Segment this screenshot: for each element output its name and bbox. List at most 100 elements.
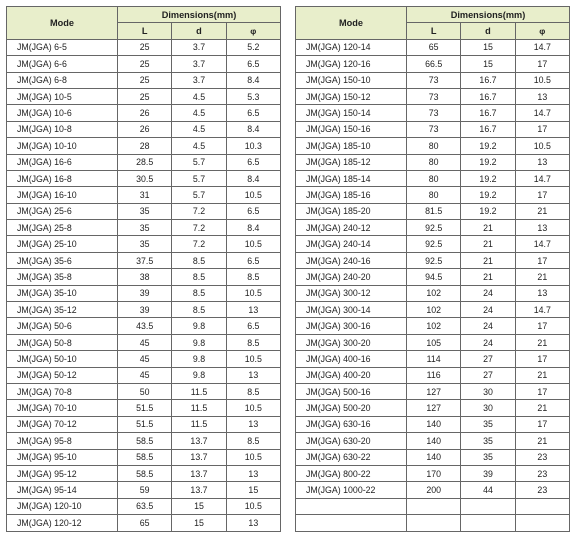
value-cell-d: 30 — [461, 383, 515, 399]
model-cell: JM(JGA) 800-22 — [296, 465, 407, 481]
value-cell-p: 17 — [515, 351, 569, 367]
value-cell-L: 102 — [407, 318, 461, 334]
tbody-right: JM(JGA) 120-14651514.7JM(JGA) 120-1666.5… — [296, 39, 570, 531]
value-cell-p: 6.5 — [226, 105, 280, 121]
value-cell-p: 8.4 — [226, 220, 280, 236]
value-cell-p: 21 — [515, 334, 569, 350]
value-cell-L: 105 — [407, 334, 461, 350]
header-d: d — [172, 23, 226, 39]
table-row: JM(JGA) 150-107316.710.5 — [296, 72, 570, 88]
table-row: JM(JGA) 16-10315.710.5 — [7, 187, 281, 203]
value-cell-L: 51.5 — [118, 400, 172, 416]
value-cell-L: 45 — [118, 334, 172, 350]
value-cell-p: 10.5 — [226, 498, 280, 514]
value-cell-L: 116 — [407, 367, 461, 383]
value-cell-L: 25 — [118, 39, 172, 55]
model-cell: JM(JGA) 240-20 — [296, 269, 407, 285]
value-cell-p: 14.7 — [515, 170, 569, 186]
value-cell-L: 140 — [407, 449, 461, 465]
value-cell-L: 35 — [118, 220, 172, 236]
value-cell-d: 4.5 — [172, 138, 226, 154]
value-cell-L: 39 — [118, 285, 172, 301]
model-cell: JM(JGA) 185-10 — [296, 138, 407, 154]
value-cell-d: 5.7 — [172, 170, 226, 186]
table-row: JM(JGA) 500-201273021 — [296, 400, 570, 416]
value-cell-L: 39 — [118, 302, 172, 318]
value-cell-L: 59 — [118, 482, 172, 498]
model-cell: JM(JGA) 6-8 — [7, 72, 118, 88]
value-cell-d: 11.5 — [172, 400, 226, 416]
value-cell-d: 3.7 — [172, 72, 226, 88]
table-row: JM(JGA) 70-85011.58.5 — [7, 383, 281, 399]
table-row: JM(JGA) 630-161403517 — [296, 416, 570, 432]
value-cell-L: 28.5 — [118, 154, 172, 170]
value-cell-L: 65 — [118, 515, 172, 531]
value-cell-d: 7.2 — [172, 236, 226, 252]
model-cell: JM(JGA) 50-8 — [7, 334, 118, 350]
model-cell: JM(JGA) 185-14 — [296, 170, 407, 186]
table-row: JM(JGA) 16-628.55.76.5 — [7, 154, 281, 170]
table-row: JM(JGA) 35-12398.513 — [7, 302, 281, 318]
table-row: JM(JGA) 185-168019.217 — [296, 187, 570, 203]
value-cell-d: 24 — [461, 318, 515, 334]
table-row: JM(JGA) 120-1063.51510.5 — [7, 498, 281, 514]
header-phi: φ — [226, 23, 280, 39]
table-row — [296, 498, 570, 514]
model-cell: JM(JGA) 70-10 — [7, 400, 118, 416]
table-row: JM(JGA) 185-108019.210.5 — [296, 138, 570, 154]
table-row: JM(JGA) 800-221703923 — [296, 465, 570, 481]
value-cell-p: 17 — [515, 383, 569, 399]
value-cell-p — [515, 515, 569, 531]
value-cell-p: 13 — [226, 416, 280, 432]
value-cell-L: 170 — [407, 465, 461, 481]
value-cell-d: 24 — [461, 285, 515, 301]
value-cell-d: 4.5 — [172, 121, 226, 137]
model-cell: JM(JGA) 240-12 — [296, 220, 407, 236]
value-cell-d: 4.5 — [172, 88, 226, 104]
value-cell-L: 140 — [407, 416, 461, 432]
model-cell: JM(JGA) 70-8 — [7, 383, 118, 399]
value-cell-d: 19.2 — [461, 187, 515, 203]
model-cell: JM(JGA) 185-12 — [296, 154, 407, 170]
value-cell-L: 127 — [407, 400, 461, 416]
header-model: Mode — [296, 7, 407, 40]
value-cell-p: 13 — [515, 88, 569, 104]
value-cell-p: 23 — [515, 465, 569, 481]
model-cell: JM(JGA) 10-5 — [7, 88, 118, 104]
model-cell: JM(JGA) 70-12 — [7, 416, 118, 432]
table-row: JM(JGA) 6-5253.75.2 — [7, 39, 281, 55]
table-row: JM(JGA) 500-161273017 — [296, 383, 570, 399]
header-dimensions: Dimensions(mm) — [118, 7, 281, 23]
value-cell-p: 13 — [226, 515, 280, 531]
model-cell: JM(JGA) 50-10 — [7, 351, 118, 367]
value-cell-L: 65 — [407, 39, 461, 55]
value-cell-p: 14.7 — [515, 105, 569, 121]
value-cell-d: 21 — [461, 252, 515, 268]
model-cell: JM(JGA) 95-14 — [7, 482, 118, 498]
table-row: JM(JGA) 240-2094.52121 — [296, 269, 570, 285]
model-cell: JM(JGA) 35-12 — [7, 302, 118, 318]
value-cell-L: 73 — [407, 88, 461, 104]
value-cell-p: 10.5 — [226, 236, 280, 252]
value-cell-d: 16.7 — [461, 72, 515, 88]
value-cell-p: 10.3 — [226, 138, 280, 154]
table-row: JM(JGA) 400-201162721 — [296, 367, 570, 383]
value-cell-p: 8.4 — [226, 121, 280, 137]
model-cell: JM(JGA) 120-14 — [296, 39, 407, 55]
value-cell-L: 92.5 — [407, 236, 461, 252]
model-cell: JM(JGA) 35-8 — [7, 269, 118, 285]
value-cell-p: 21 — [515, 367, 569, 383]
model-cell: JM(JGA) 240-14 — [296, 236, 407, 252]
value-cell-p: 14.7 — [515, 236, 569, 252]
model-cell: JM(JGA) 50-12 — [7, 367, 118, 383]
model-cell: JM(JGA) 240-16 — [296, 252, 407, 268]
value-cell-L: 26 — [118, 105, 172, 121]
table-row: JM(JGA) 150-147316.714.7 — [296, 105, 570, 121]
table-row: JM(JGA) 120-1666.51517 — [296, 56, 570, 72]
value-cell-p: 10.5 — [515, 72, 569, 88]
value-cell-L: 63.5 — [118, 498, 172, 514]
value-cell-L: 25 — [118, 72, 172, 88]
value-cell-p: 21 — [515, 203, 569, 219]
value-cell-p: 13 — [515, 154, 569, 170]
table-row: JM(JGA) 185-148019.214.7 — [296, 170, 570, 186]
